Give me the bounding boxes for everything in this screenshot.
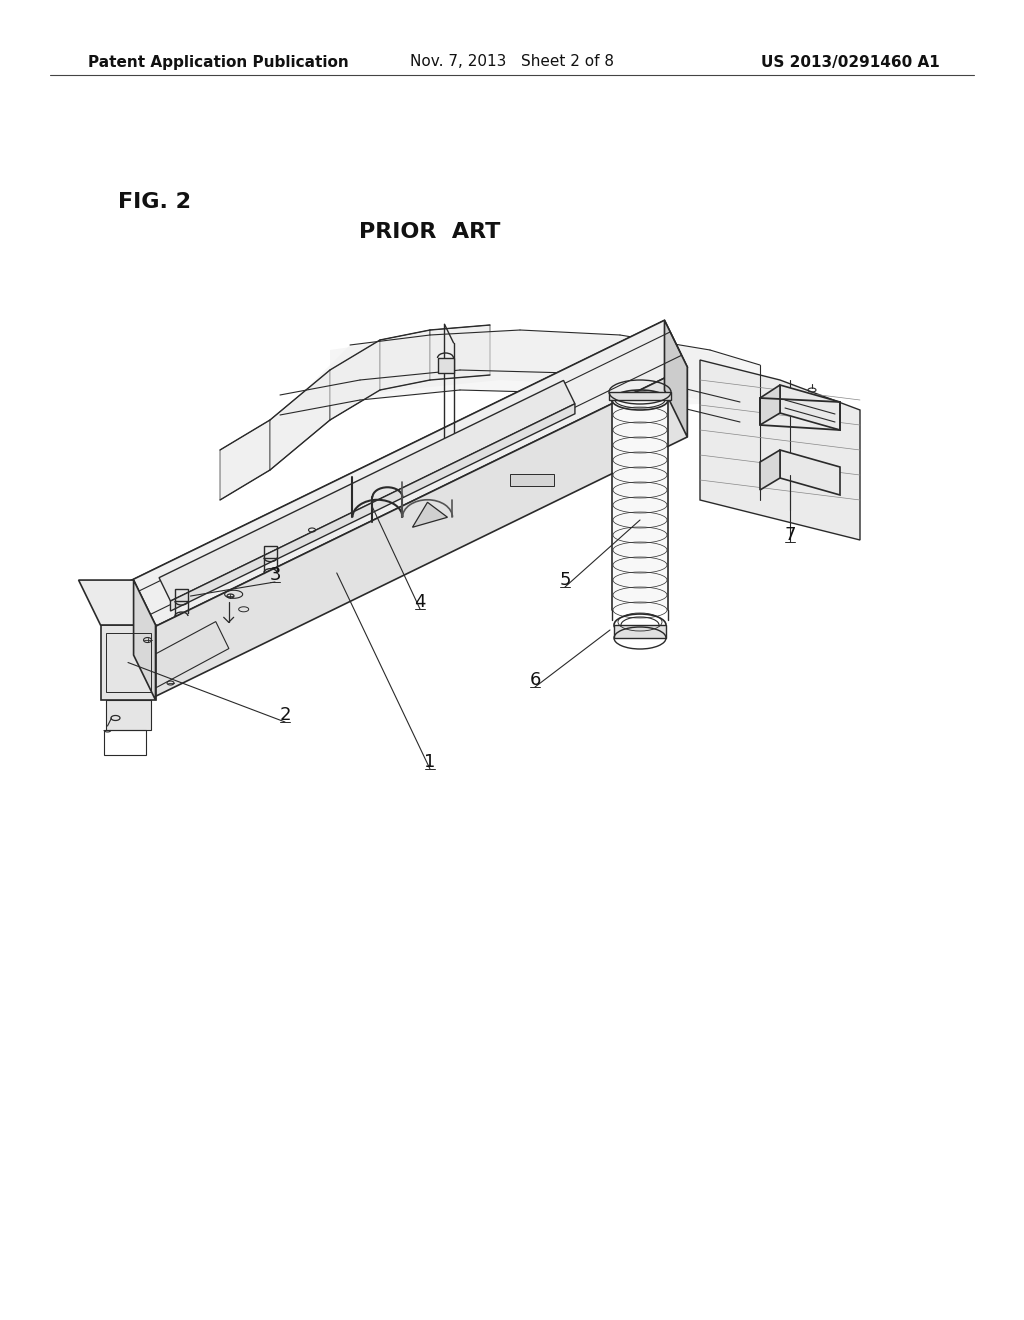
Text: Patent Application Publication: Patent Application Publication: [88, 54, 349, 70]
Polygon shape: [142, 622, 229, 688]
Polygon shape: [430, 325, 490, 380]
Polygon shape: [760, 450, 780, 490]
Polygon shape: [270, 370, 330, 470]
Text: Nov. 7, 2013   Sheet 2 of 8: Nov. 7, 2013 Sheet 2 of 8: [410, 54, 614, 70]
Polygon shape: [133, 579, 156, 700]
Polygon shape: [437, 358, 454, 374]
Polygon shape: [330, 341, 380, 420]
Text: 7: 7: [784, 525, 796, 544]
Polygon shape: [148, 367, 687, 700]
Text: PRIOR  ART: PRIOR ART: [359, 222, 501, 242]
Polygon shape: [125, 583, 148, 700]
Polygon shape: [100, 624, 156, 700]
Text: 6: 6: [529, 671, 541, 689]
Polygon shape: [220, 420, 270, 500]
Polygon shape: [700, 360, 860, 540]
Polygon shape: [280, 330, 760, 414]
Polygon shape: [125, 321, 665, 653]
Polygon shape: [170, 404, 574, 611]
Polygon shape: [105, 700, 151, 730]
Polygon shape: [330, 330, 740, 411]
Polygon shape: [760, 385, 780, 425]
Polygon shape: [510, 474, 554, 486]
Text: 4: 4: [415, 593, 426, 611]
Text: 5: 5: [559, 572, 570, 589]
Text: 1: 1: [424, 752, 435, 771]
Text: US 2013/0291460 A1: US 2013/0291460 A1: [761, 54, 940, 70]
Polygon shape: [614, 624, 666, 638]
Polygon shape: [159, 380, 574, 601]
Polygon shape: [380, 330, 430, 389]
Polygon shape: [613, 400, 667, 610]
Text: 2: 2: [280, 706, 291, 723]
Polygon shape: [125, 321, 687, 630]
Polygon shape: [413, 503, 447, 527]
Polygon shape: [79, 579, 156, 624]
Polygon shape: [609, 392, 671, 400]
Text: FIG. 2: FIG. 2: [118, 191, 191, 213]
Polygon shape: [780, 450, 840, 495]
Text: 3: 3: [269, 566, 281, 583]
Polygon shape: [780, 385, 840, 430]
Polygon shape: [665, 321, 687, 437]
